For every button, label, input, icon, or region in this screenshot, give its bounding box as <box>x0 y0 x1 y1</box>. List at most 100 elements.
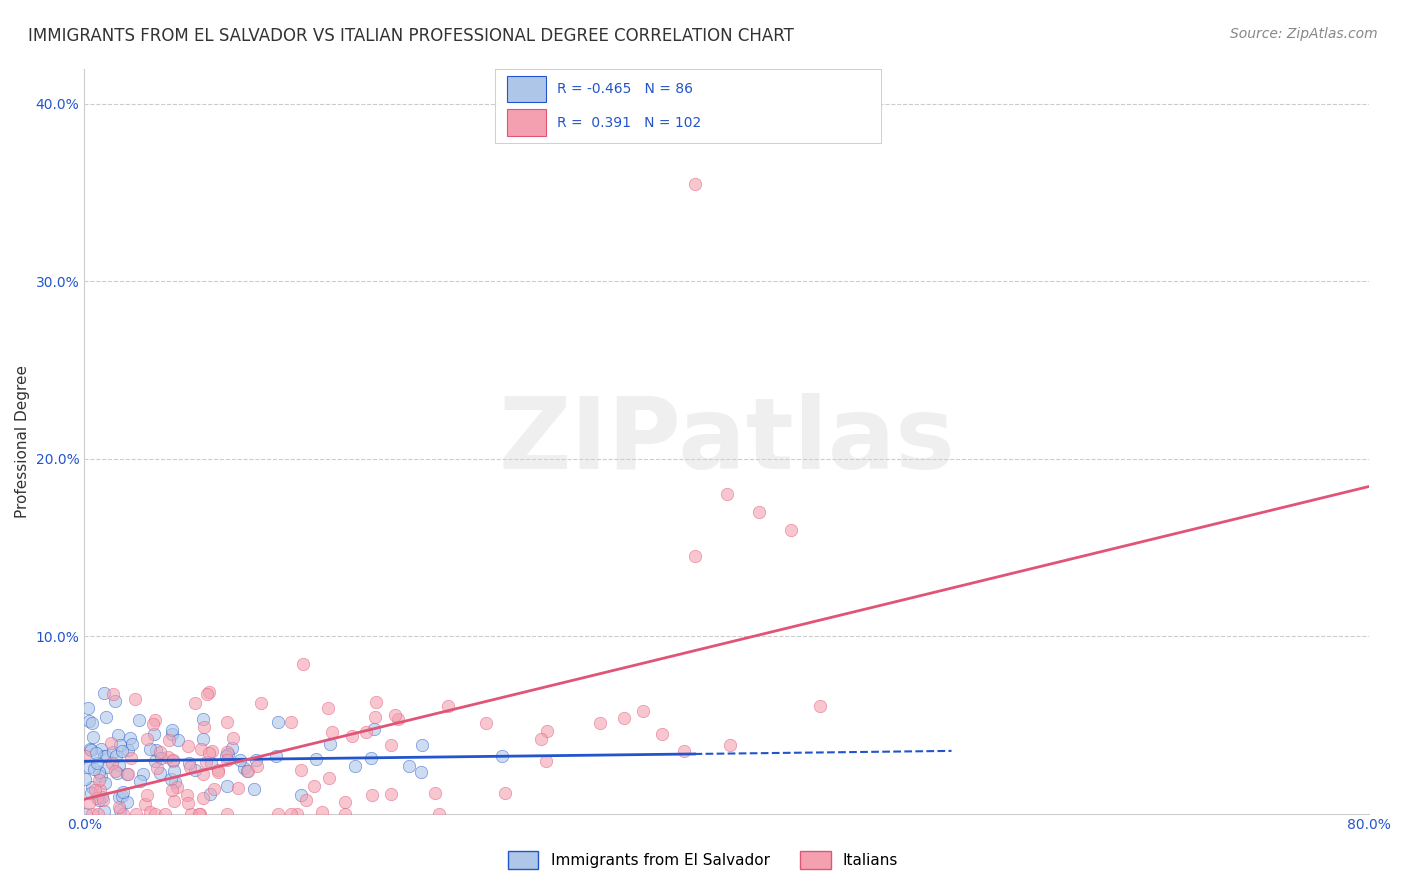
Point <box>94 776 117 790</box>
Point <box>73 772 96 786</box>
Point <box>207 764 229 779</box>
Point <box>651 727 673 741</box>
Point <box>384 708 406 723</box>
Point <box>107 727 129 741</box>
Point <box>79 741 101 756</box>
Point <box>82 730 104 744</box>
Point <box>108 799 131 814</box>
Point <box>108 757 131 772</box>
Point <box>159 772 181 786</box>
Point <box>200 756 222 771</box>
Point <box>128 713 150 727</box>
Point <box>83 763 105 777</box>
Point <box>162 754 184 768</box>
Point <box>198 787 221 801</box>
Point <box>101 756 124 770</box>
Point <box>157 733 180 747</box>
Point <box>176 739 198 753</box>
Point <box>190 742 212 756</box>
Point <box>111 744 134 758</box>
Point <box>411 738 433 752</box>
Point <box>437 699 460 714</box>
Point <box>475 715 498 730</box>
Point <box>134 797 156 811</box>
Point <box>683 177 706 191</box>
Point <box>536 754 558 768</box>
Point <box>105 749 128 764</box>
Point <box>165 775 187 789</box>
Point <box>86 756 108 770</box>
Point <box>111 806 134 821</box>
Point <box>302 779 325 793</box>
Point <box>215 779 238 793</box>
Point <box>246 759 269 773</box>
Point <box>363 723 385 737</box>
Point <box>290 788 312 802</box>
Point <box>363 710 385 724</box>
Point <box>613 711 636 725</box>
Point <box>160 723 183 737</box>
Point <box>292 657 315 671</box>
Point <box>360 789 382 803</box>
Point <box>311 805 333 820</box>
Point <box>197 746 219 760</box>
Point <box>287 806 309 821</box>
Point <box>267 715 290 730</box>
Point <box>236 764 259 778</box>
Point <box>343 759 366 773</box>
Point <box>226 781 249 796</box>
Point <box>217 747 239 761</box>
Point <box>536 724 558 739</box>
Point <box>115 767 138 781</box>
Point <box>108 738 131 752</box>
Point <box>80 716 103 731</box>
Point <box>117 767 139 781</box>
Point <box>104 764 127 778</box>
Point <box>166 780 188 795</box>
Point <box>633 704 655 718</box>
Point <box>360 751 382 765</box>
Point <box>176 796 198 810</box>
Point <box>87 764 110 779</box>
Point <box>145 743 167 757</box>
Point <box>217 806 239 821</box>
Point <box>104 693 127 707</box>
Point <box>364 695 387 709</box>
Point <box>93 805 115 819</box>
Point <box>716 487 738 501</box>
Point <box>380 788 402 802</box>
Point <box>142 717 165 731</box>
Point <box>264 749 287 764</box>
Point <box>318 771 340 785</box>
Point <box>145 713 167 727</box>
Point <box>163 794 186 808</box>
Point <box>215 745 238 759</box>
Point <box>808 699 831 714</box>
Point <box>125 806 148 821</box>
Point <box>194 755 217 769</box>
Point <box>188 806 211 821</box>
Point <box>132 766 155 780</box>
Point <box>217 714 239 729</box>
Point <box>160 782 183 797</box>
Point <box>748 505 770 519</box>
Point <box>117 743 139 757</box>
Point <box>184 696 207 710</box>
Point <box>494 785 516 799</box>
Point <box>530 732 553 747</box>
Point <box>683 549 706 564</box>
Point <box>101 687 124 701</box>
Point <box>73 749 96 764</box>
Point <box>149 745 172 759</box>
Point <box>191 713 214 727</box>
Legend: Immigrants from El Salvador, Italians: Immigrants from El Salvador, Italians <box>502 845 904 875</box>
Point <box>380 738 402 752</box>
Text: ZIPatlas: ZIPatlas <box>498 392 955 490</box>
Point <box>162 753 184 767</box>
Point <box>387 712 409 726</box>
Point <box>333 806 356 821</box>
Point <box>176 788 198 802</box>
Point <box>340 729 363 743</box>
Point <box>145 806 167 821</box>
Point <box>77 714 100 728</box>
